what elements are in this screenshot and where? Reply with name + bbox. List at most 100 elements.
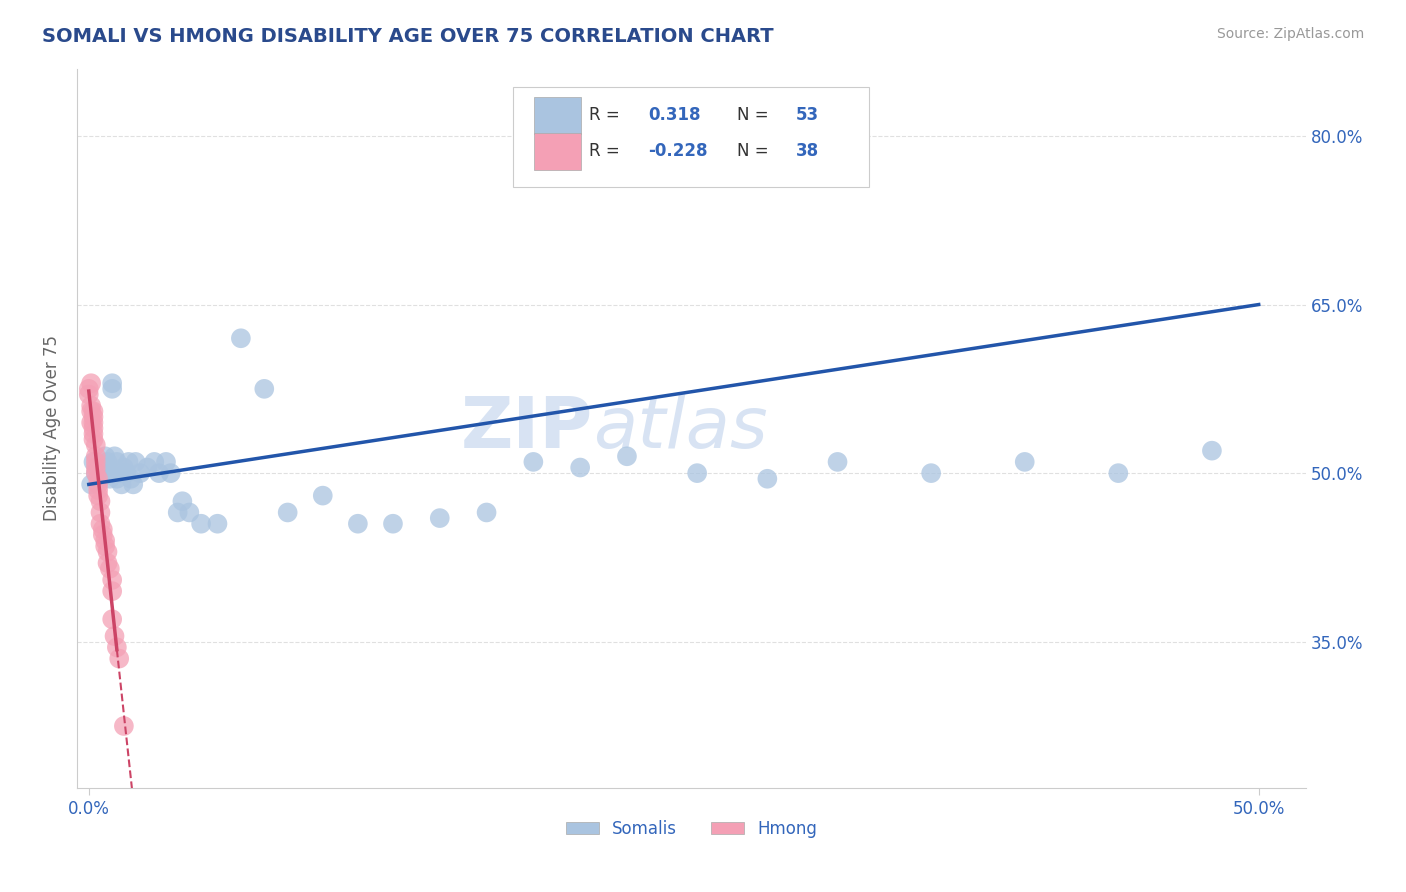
Point <box>98 472 121 486</box>
Point <box>1014 455 1036 469</box>
Point <box>82 409 104 424</box>
Point <box>253 382 276 396</box>
Point <box>277 506 299 520</box>
Text: R =: R = <box>589 142 626 161</box>
Point <box>522 455 544 469</box>
Point <box>82 421 104 435</box>
Point <box>77 382 100 396</box>
Point <box>80 416 103 430</box>
Point <box>143 455 166 469</box>
Point <box>179 506 201 520</box>
Text: ZIP: ZIP <box>461 393 593 463</box>
Point <box>89 466 111 480</box>
Point <box>105 455 128 469</box>
Point <box>1201 443 1223 458</box>
Point <box>94 539 117 553</box>
Point <box>89 506 111 520</box>
Point <box>82 416 104 430</box>
Point <box>82 455 104 469</box>
Point <box>172 494 194 508</box>
Point <box>84 466 107 480</box>
Point <box>89 494 111 508</box>
Text: R =: R = <box>589 106 626 124</box>
Point <box>756 472 779 486</box>
Point <box>429 511 451 525</box>
Point <box>87 489 110 503</box>
Point <box>89 516 111 531</box>
Point <box>80 376 103 391</box>
Point <box>103 629 125 643</box>
Point <box>381 516 404 531</box>
Text: 38: 38 <box>796 142 818 161</box>
Point <box>101 376 124 391</box>
Point <box>101 612 124 626</box>
Point <box>136 460 159 475</box>
Point <box>87 477 110 491</box>
Point <box>80 404 103 418</box>
Text: SOMALI VS HMONG DISABILITY AGE OVER 75 CORRELATION CHART: SOMALI VS HMONG DISABILITY AGE OVER 75 C… <box>42 27 773 45</box>
Point <box>101 382 124 396</box>
Point <box>229 331 252 345</box>
Point <box>475 506 498 520</box>
FancyBboxPatch shape <box>534 133 581 169</box>
Point <box>148 466 170 480</box>
Point <box>827 455 849 469</box>
Point <box>1107 466 1129 480</box>
Point <box>94 450 117 464</box>
Point <box>101 573 124 587</box>
Point <box>82 433 104 447</box>
Point <box>108 466 131 480</box>
Point <box>91 522 114 536</box>
Point <box>129 466 152 480</box>
Point <box>155 455 177 469</box>
Point <box>159 466 181 480</box>
Point <box>91 460 114 475</box>
Point <box>190 516 212 531</box>
Point <box>166 506 188 520</box>
FancyBboxPatch shape <box>513 87 869 187</box>
Point <box>122 477 145 491</box>
Text: Source: ZipAtlas.com: Source: ZipAtlas.com <box>1216 27 1364 41</box>
Point <box>207 516 229 531</box>
Point <box>87 483 110 497</box>
Point <box>87 472 110 486</box>
Point <box>80 477 103 491</box>
Text: atlas: atlas <box>593 393 768 463</box>
Point <box>96 455 118 469</box>
Point <box>120 472 142 486</box>
Point <box>82 426 104 441</box>
Point <box>920 466 942 480</box>
Text: N =: N = <box>737 142 773 161</box>
Point <box>686 466 709 480</box>
Point <box>347 516 370 531</box>
Point <box>616 450 638 464</box>
Point <box>569 460 592 475</box>
Point <box>82 404 104 418</box>
Point <box>96 545 118 559</box>
Point <box>84 455 107 469</box>
Point <box>103 450 125 464</box>
Point <box>84 460 107 475</box>
Y-axis label: Disability Age Over 75: Disability Age Over 75 <box>44 335 60 521</box>
Point <box>312 489 335 503</box>
Point <box>96 556 118 570</box>
Point <box>96 460 118 475</box>
Point <box>91 528 114 542</box>
FancyBboxPatch shape <box>534 97 581 134</box>
Point <box>117 455 139 469</box>
Point <box>101 584 124 599</box>
Point <box>124 455 146 469</box>
Point <box>84 438 107 452</box>
Point <box>108 651 131 665</box>
Legend: Somalis, Hmong: Somalis, Hmong <box>558 813 824 844</box>
Point <box>105 640 128 655</box>
Point <box>105 472 128 486</box>
Point <box>94 533 117 548</box>
Point <box>84 466 107 480</box>
Point <box>115 466 138 480</box>
Point <box>80 399 103 413</box>
Text: -0.228: -0.228 <box>648 142 707 161</box>
Point <box>89 472 111 486</box>
Text: N =: N = <box>737 106 773 124</box>
Point <box>84 450 107 464</box>
